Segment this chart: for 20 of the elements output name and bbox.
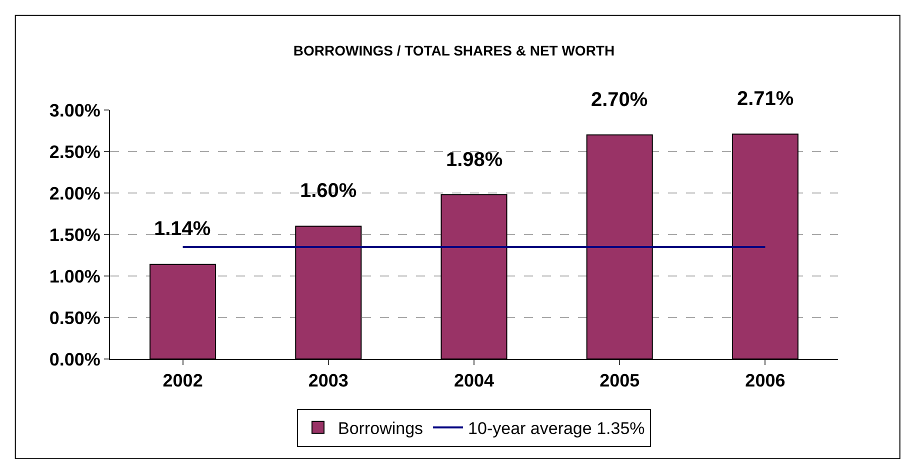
legend-label: Borrowings <box>338 418 424 438</box>
data-label: 1.14% <box>154 218 211 240</box>
data-label: 2.71% <box>737 88 794 110</box>
y-tick-label: 0.50% <box>49 308 100 328</box>
legend-label: 10-year average 1.35% <box>468 418 645 438</box>
data-label: 1.60% <box>300 180 357 202</box>
data-label: 2.70% <box>591 89 648 111</box>
y-tick-label: 3.00% <box>49 100 100 120</box>
x-tick-label: 2006 <box>745 370 786 391</box>
x-tick-label: 2003 <box>308 370 348 391</box>
chart-title: BORROWINGS / TOTAL SHARES & NET WORTH <box>293 42 615 59</box>
y-tick-label: 1.00% <box>49 266 100 286</box>
data-label: 1.98% <box>446 149 503 171</box>
y-tick-label: 1.50% <box>49 224 100 245</box>
x-tick-label: 2004 <box>454 370 494 391</box>
x-tick-label: 2005 <box>600 370 640 391</box>
y-tick-label: 0.00% <box>49 349 100 370</box>
y-tick-label: 2.50% <box>49 142 100 162</box>
y-tick-label: 2.00% <box>49 183 100 204</box>
x-tick-label: 2002 <box>162 370 203 391</box>
